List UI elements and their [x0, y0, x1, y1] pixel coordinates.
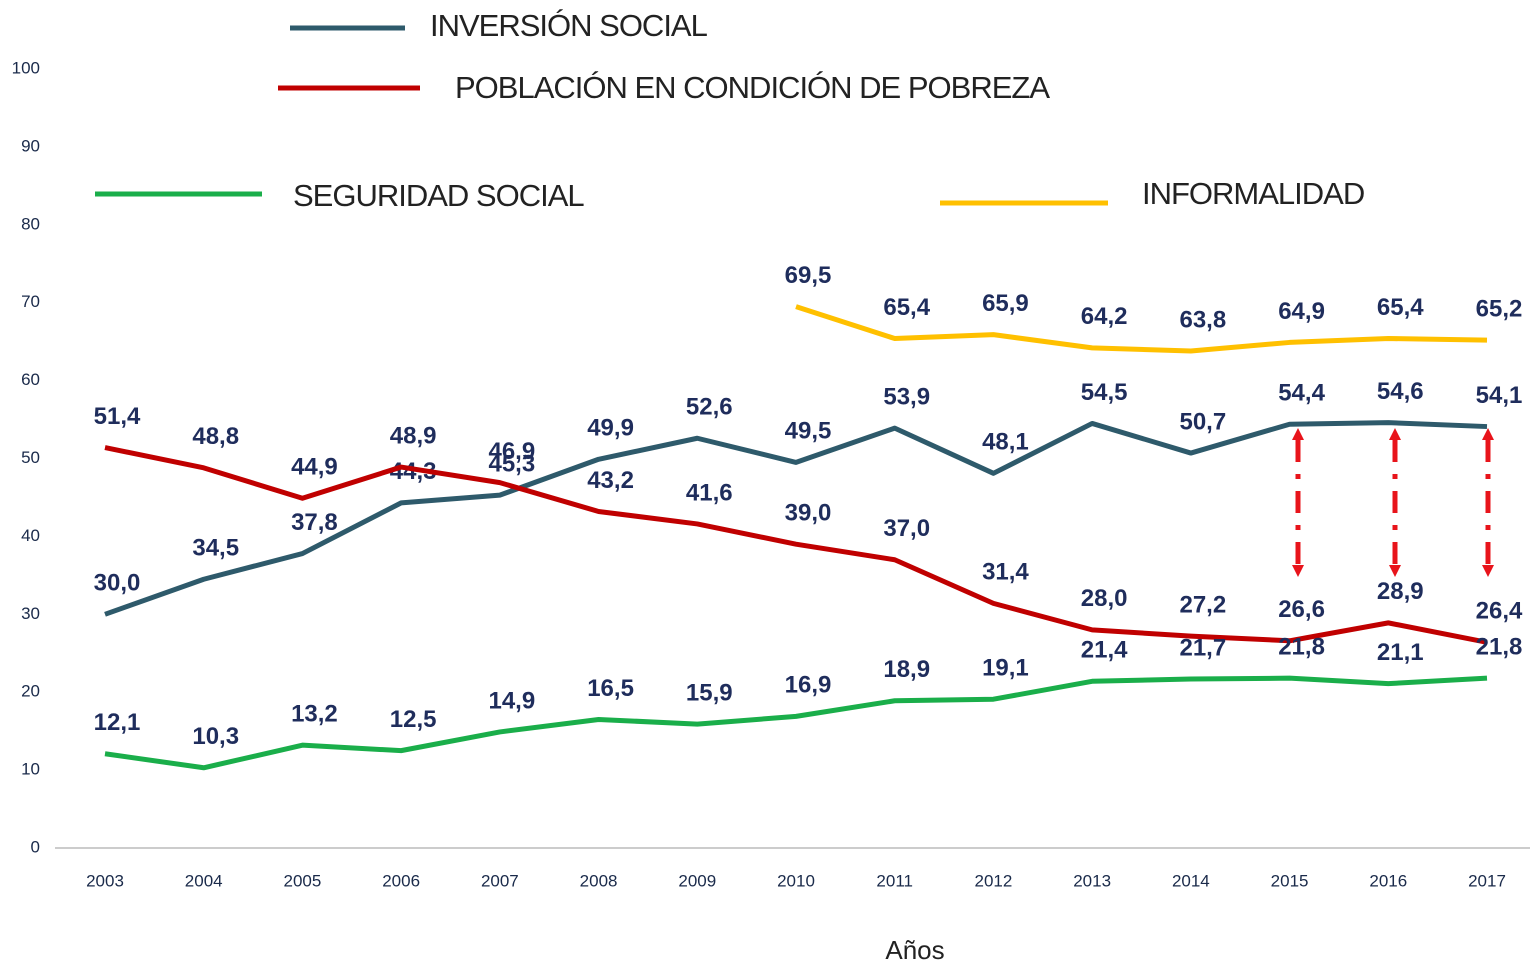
- data-label: 39,0: [785, 500, 832, 527]
- data-label: 16,5: [587, 675, 634, 702]
- data-label: 54,4: [1278, 380, 1325, 407]
- data-label: 48,1: [982, 429, 1029, 456]
- data-label: 15,9: [686, 679, 733, 706]
- data-label: 54,5: [1081, 379, 1128, 406]
- x-tick-label: 2016: [1369, 871, 1407, 890]
- data-label: 21,8: [1278, 634, 1325, 661]
- data-label: 13,2: [291, 701, 338, 728]
- data-label: 48,8: [192, 423, 239, 450]
- data-label: 49,5: [785, 418, 832, 445]
- data-label: 30,0: [94, 570, 141, 597]
- data-label: 54,6: [1377, 378, 1424, 405]
- x-tick-label: 2009: [678, 871, 716, 890]
- x-tick-label: 2007: [481, 871, 519, 890]
- data-label: 51,4: [94, 403, 141, 430]
- data-label: 21,4: [1081, 637, 1128, 664]
- x-tick-label: 2006: [382, 871, 420, 890]
- data-label: 64,2: [1081, 303, 1128, 330]
- y-tick-label: 20: [21, 682, 40, 701]
- x-tick-label: 2005: [284, 871, 322, 890]
- data-label: 46,9: [488, 438, 535, 465]
- x-tick-label: 2004: [185, 871, 223, 890]
- legend-label: INFORMALIDAD: [1142, 176, 1364, 211]
- data-label: 12,1: [94, 709, 141, 736]
- series-line: [795, 304, 1488, 354]
- data-label: 64,9: [1278, 298, 1325, 325]
- data-label: 53,9: [883, 383, 930, 410]
- data-label: 41,6: [686, 479, 733, 506]
- x-tick-label: 2010: [777, 871, 815, 890]
- data-label: 28,9: [1377, 578, 1424, 605]
- data-label: 31,4: [982, 559, 1029, 586]
- x-tick-label: 2014: [1172, 871, 1210, 890]
- data-label: 21,8: [1476, 634, 1523, 661]
- data-label: 16,9: [785, 672, 832, 699]
- x-tick-label: 2008: [580, 871, 618, 890]
- legend-label: POBLACIÓN EN CONDICIÓN DE POBREZA: [455, 70, 1050, 105]
- data-label: 14,9: [488, 687, 535, 714]
- y-tick-label: 30: [21, 604, 40, 623]
- data-label: 12,5: [390, 706, 437, 733]
- legend-label: INVERSIÓN SOCIAL: [430, 8, 708, 43]
- data-label: 50,7: [1179, 408, 1226, 435]
- data-label: 28,0: [1081, 585, 1128, 612]
- data-label: 65,4: [883, 294, 930, 321]
- y-tick-label: 10: [21, 760, 40, 779]
- data-label: 21,1: [1377, 639, 1424, 666]
- data-label: 44,9: [291, 454, 338, 481]
- data-label: 19,1: [982, 655, 1029, 682]
- x-tick-label: 2013: [1073, 871, 1111, 890]
- data-label: 18,9: [883, 656, 930, 683]
- data-label: 49,9: [587, 415, 634, 442]
- data-label: 26,6: [1278, 596, 1325, 623]
- data-label: 45,3: [488, 450, 535, 477]
- x-tick-label: 2015: [1271, 871, 1309, 890]
- data-label: 37,0: [883, 515, 930, 542]
- data-label: 34,5: [192, 535, 239, 562]
- series-line: [104, 445, 1488, 645]
- y-tick-label: 90: [21, 136, 40, 155]
- x-tick-label: 2003: [86, 871, 124, 890]
- data-label: 27,2: [1179, 591, 1226, 618]
- x-tick-label: 2011: [876, 871, 913, 890]
- y-tick-label: 70: [21, 292, 40, 311]
- legend-label: SEGURIDAD SOCIAL: [293, 178, 584, 213]
- data-label: 48,9: [390, 422, 437, 449]
- x-tick-label: 2017: [1468, 871, 1506, 890]
- y-tick-label: 60: [21, 370, 40, 389]
- data-label: 65,9: [982, 290, 1029, 317]
- y-tick-label: 80: [21, 214, 40, 233]
- data-label: 10,3: [192, 723, 239, 750]
- data-label: 63,8: [1179, 306, 1226, 333]
- data-label: 43,2: [587, 467, 634, 494]
- y-tick-label: 0: [31, 837, 40, 856]
- series-line: [104, 420, 1488, 617]
- data-label: 65,4: [1377, 294, 1424, 321]
- series-line: [104, 675, 1488, 771]
- data-label: 69,5: [785, 262, 832, 289]
- annotation-arrows: [1292, 428, 1494, 577]
- x-tick-label: 2012: [975, 871, 1013, 890]
- x-axis-label: Años: [885, 935, 944, 965]
- data-label: 21,7: [1179, 634, 1226, 661]
- data-label: 52,6: [686, 394, 733, 421]
- y-tick-label: 100: [12, 58, 40, 77]
- data-label: 37,8: [291, 509, 338, 536]
- data-label: 65,2: [1476, 295, 1523, 322]
- data-label: 54,1: [1476, 382, 1523, 409]
- y-tick-label: 40: [21, 526, 40, 545]
- data-label: 26,4: [1476, 598, 1523, 625]
- y-tick-label: 50: [21, 448, 40, 467]
